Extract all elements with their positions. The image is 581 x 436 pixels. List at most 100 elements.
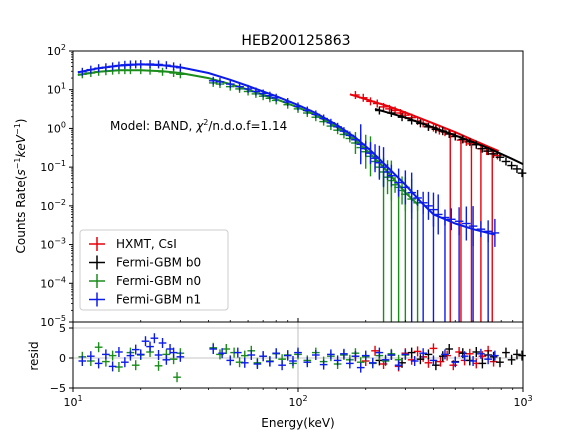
resid-point [333, 355, 342, 366]
resid-point [146, 341, 154, 352]
resid-point [375, 347, 384, 358]
resid-point [176, 351, 185, 362]
resid-point [491, 350, 499, 361]
resid-point [278, 360, 286, 371]
resid-point [361, 350, 370, 361]
resid-point [272, 348, 281, 359]
model-annotation-chi-exp: 2 [203, 118, 208, 127]
resid-point [154, 360, 163, 371]
resid-point [460, 351, 469, 362]
residual-panel: 5 0 −5 101 102 103 [50, 318, 533, 409]
data-point [271, 93, 281, 102]
data-point [465, 137, 475, 146]
resid-point [368, 357, 377, 368]
model-annotation-suffix: /n.d.o.f=1.14 [208, 119, 287, 133]
data-point [154, 60, 163, 69]
legend-label: Fermi-GBM b0 [116, 256, 201, 270]
resid-point [351, 351, 360, 362]
resid-point [518, 350, 526, 361]
data-point [251, 87, 261, 96]
data-point [86, 65, 96, 74]
resid-point [416, 354, 425, 365]
x-tick-label: 103 [513, 394, 532, 409]
resid-point [86, 351, 95, 362]
resid-point [407, 347, 416, 358]
resid-y-tick-label: −5 [50, 382, 66, 395]
data-point [208, 76, 218, 85]
resid-point [154, 350, 163, 360]
resid-point [102, 349, 110, 360]
series-1 [374, 106, 527, 178]
resid-point [222, 344, 231, 354]
data-point [162, 61, 171, 70]
data-point [311, 110, 321, 119]
data-point [375, 106, 384, 115]
legend-label: HXMT, CsI [116, 237, 177, 251]
resid-point [141, 336, 150, 347]
resid-point [445, 344, 454, 354]
resid-point [319, 359, 328, 370]
data-point [433, 194, 443, 235]
data-point [370, 144, 380, 173]
data-point [476, 221, 486, 238]
data-point [78, 67, 87, 76]
resid-point [218, 348, 226, 359]
resid-point [131, 344, 140, 355]
spectrum-panel: 102 101 100 10−1 10−2 10−3 10−4 10−5 [40, 43, 527, 329]
data-point [458, 135, 468, 144]
legend-entry: Fermi-GBM n0 [89, 274, 201, 288]
data-point [169, 62, 178, 71]
resid-point [441, 349, 449, 360]
data-point [326, 118, 336, 127]
data-point [397, 113, 407, 122]
data-point [507, 161, 516, 170]
data-point [356, 124, 366, 165]
data-point [366, 142, 375, 165]
resid-point [226, 355, 235, 366]
resid-point [108, 361, 117, 372]
resid-point [340, 348, 348, 359]
data-point [490, 218, 500, 247]
resid-point [489, 351, 498, 362]
data-point [446, 208, 456, 231]
resid-point [472, 347, 481, 357]
resid-point [436, 356, 445, 367]
data-point [501, 157, 511, 166]
data-point [379, 147, 388, 188]
y-axis-label-s: s [14, 169, 28, 175]
model-annotation: Model: BAND, χ2/n.d.o.f=1.14 [110, 118, 287, 133]
data-point [361, 140, 371, 157]
data-point [387, 164, 396, 187]
data-point [483, 147, 493, 156]
y-axis-label-prefix: Counts Rate( [14, 176, 28, 254]
resid-y-tick-label: 0 [59, 352, 66, 365]
data-point [438, 127, 448, 136]
resid-point [283, 350, 292, 361]
data-point [471, 140, 481, 149]
model-annotation-prefix: Model: BAND, [110, 119, 196, 133]
data-point [351, 91, 360, 100]
legend-label: Fermi-GBM n0 [116, 274, 201, 288]
x-tick-label: 102 [288, 394, 307, 409]
data-point [108, 62, 117, 71]
spectrum-y-axis: 102 101 100 10−1 10−2 10−3 10−4 10−5 [40, 43, 73, 329]
resid-point [173, 372, 181, 383]
resid-point [259, 351, 267, 362]
resid-point [507, 354, 516, 365]
resid-point [371, 345, 379, 356]
y-tick-label: 10−2 [40, 198, 66, 213]
data-point [351, 135, 360, 144]
spectrum-series [77, 60, 527, 322]
y-tick-label: 10−1 [40, 159, 66, 174]
series-3 [77, 60, 500, 322]
energy-x-axis: 101 102 103 [63, 318, 533, 409]
data-point [225, 80, 235, 89]
resid-axis-label: resid [27, 341, 41, 370]
model-annotation-chi: χ [195, 119, 204, 133]
resid-point [477, 348, 485, 359]
resid-point [424, 349, 433, 360]
y-tick-label: 102 [47, 43, 66, 58]
data-point [303, 106, 312, 115]
resid-point [410, 356, 419, 366]
